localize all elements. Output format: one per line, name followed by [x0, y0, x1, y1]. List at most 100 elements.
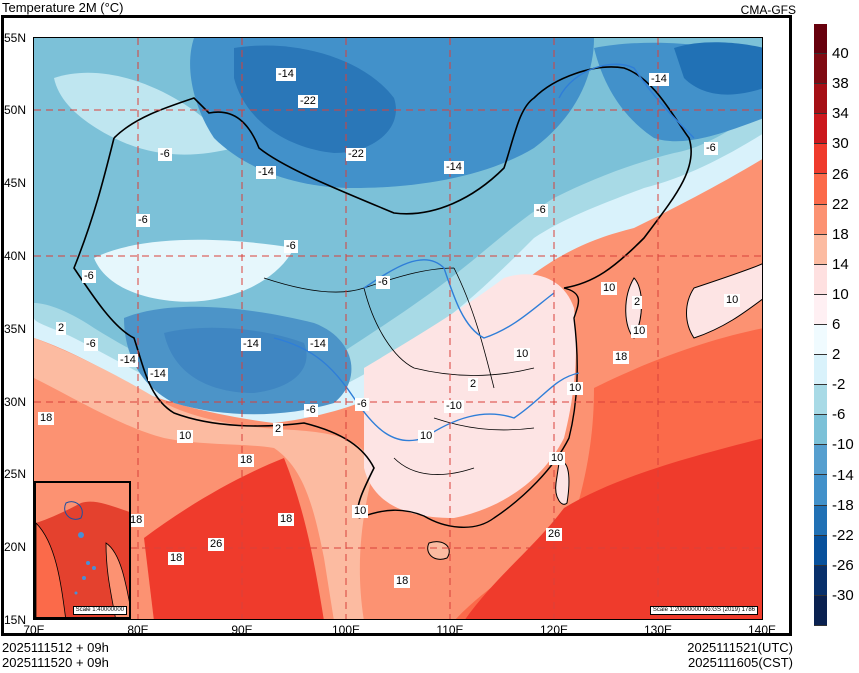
contour-label: 10 [631, 325, 648, 338]
contour-label: 18 [278, 513, 295, 526]
contour-label: -10 [444, 400, 464, 413]
contour-label: -6 [84, 338, 98, 351]
main-scale-note: Scale 1:20000000 No:GS (2019) 1786 [649, 606, 758, 615]
lon-label-100e: 100E [331, 623, 361, 637]
colorbar-swatch [814, 415, 827, 446]
colorbar-swatch [814, 84, 827, 115]
colorbar-swatch [814, 204, 827, 235]
colorbar-swatch [814, 264, 827, 295]
temperature-field [34, 38, 762, 619]
colorbar-label: -30 [832, 586, 854, 604]
colorbar-swatch [814, 535, 827, 566]
inset-scale-note: Scale 1:40000000 [72, 606, 127, 615]
colorbar-swatch [814, 475, 827, 506]
model-name: CMA-GFS [740, 3, 796, 17]
contour-label: 26 [208, 538, 225, 551]
colorbar-label: 34 [832, 105, 849, 123]
colorbar-label: 6 [832, 316, 841, 333]
contour-label: -6 [355, 398, 369, 411]
south-china-sea-inset: Scale 1:40000000 [34, 481, 131, 619]
contour-label: 10 [724, 294, 741, 307]
contour-label: -6 [136, 214, 150, 227]
plot-frame [1, 15, 792, 636]
contour-label: -6 [82, 270, 96, 283]
contour-label: 10 [549, 452, 566, 465]
colorbar-label: 10 [832, 285, 849, 303]
colorbar-swatch [814, 565, 827, 596]
colorbar-swatch [814, 294, 827, 325]
lat-label-35n: 35N [4, 322, 27, 336]
contour-label: -14 [241, 338, 261, 351]
colorbar-swatch [814, 234, 827, 265]
lat-label-20n: 20N [4, 540, 27, 554]
colorbar-label: 22 [832, 195, 849, 213]
colorbar-label: 38 [832, 75, 849, 93]
colorbar-label: -10 [832, 436, 854, 454]
colorbar-label: -26 [832, 556, 854, 574]
colorbar-label: 2 [832, 346, 841, 364]
contour-label: -6 [158, 148, 172, 161]
contour-label: 18 [128, 514, 145, 527]
colorbar-label: 18 [832, 225, 849, 243]
contour-label: -14 [256, 166, 276, 179]
colorbar-label: -22 [832, 526, 854, 544]
lon-label-120e: 120E [539, 623, 569, 637]
contour-label: -6 [376, 276, 390, 289]
contour-label: -14 [118, 354, 138, 367]
lat-label-15n: 15N [4, 613, 27, 627]
colorbar-swatch [814, 595, 827, 626]
colorbar-swatch [814, 324, 827, 356]
chart-title: Temperature 2M (°C) [2, 0, 124, 15]
lon-label-80e: 80E [127, 623, 149, 637]
contour-label: -6 [534, 204, 548, 217]
colorbar-label: -2 [832, 376, 846, 394]
contour-label: 2 [273, 423, 284, 436]
lon-label-90e: 90E [231, 623, 253, 637]
colorbar-swatch [814, 355, 827, 386]
lon-label-130e: 130E [643, 623, 673, 637]
contour-label: -14 [276, 68, 296, 81]
colorbar-swatch [814, 24, 827, 55]
contour-label: 2 [468, 378, 479, 391]
contour-label: -14 [148, 368, 168, 381]
contour-label: 18 [168, 552, 185, 565]
lat-label-50n: 50N [4, 103, 27, 117]
contour-label: -6 [704, 142, 718, 155]
contour-label: -14 [308, 338, 328, 351]
contour-label: 10 [601, 282, 618, 295]
contour-label: 18 [394, 575, 411, 588]
colorbar-label: -14 [832, 466, 854, 484]
contour-label: -14 [649, 73, 669, 86]
lon-label-70e: 70E [23, 623, 45, 637]
lon-label-140e: 140E [747, 623, 777, 637]
valid-time-cst: 2025111605(CST) [687, 655, 793, 670]
init-time-line2: 2025111520 + 09h [2, 655, 109, 670]
lat-label-55n: 55N [4, 31, 27, 45]
contour-label: 10 [177, 430, 194, 443]
colorbar-label: -18 [832, 496, 854, 514]
contour-label: -6 [284, 240, 298, 253]
colorbar-swatch [814, 144, 827, 175]
contour-label: -22 [298, 95, 318, 108]
lat-label-25n: 25N [4, 467, 27, 481]
temperature-map[interactable]: -14 -22 -22 -14 -14 -14 -6 -6 -6 -6 -6 -6 -6 2 -6 -14 -1… [33, 37, 763, 620]
contour-label: 2 [56, 322, 67, 335]
contour-label: 10 [418, 430, 435, 443]
colorbar-label: -6 [832, 406, 846, 424]
lat-label-45n: 45N [4, 176, 27, 190]
contour-label: -22 [346, 148, 366, 161]
init-time-line1: 2025111512 + 09h [2, 640, 109, 655]
colorbar-swatch [814, 174, 827, 205]
colorbar-swatch [814, 445, 827, 476]
colorbar-label: 40 [832, 45, 849, 63]
contour-label: 18 [38, 412, 55, 425]
colorbar-label: 26 [832, 165, 849, 183]
contour-label: 10 [567, 382, 584, 395]
colorbar-label: 30 [832, 135, 849, 153]
valid-time-utc: 2025111521(UTC) [687, 640, 793, 655]
contour-label: -6 [304, 404, 318, 417]
colorbar-swatch [814, 385, 827, 416]
contour-label: 2 [632, 296, 643, 309]
colorbar [814, 24, 827, 626]
colorbar-swatch [814, 54, 827, 85]
